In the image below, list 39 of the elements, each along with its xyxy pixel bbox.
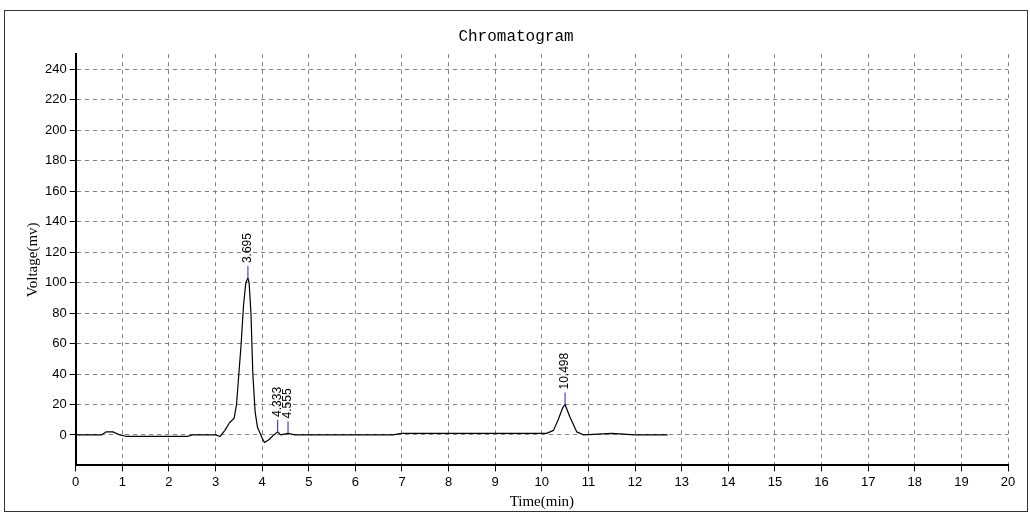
x-tick-label: 17 [860,473,876,489]
y-tick-label: 40 [52,365,67,381]
x-tick-label: 1 [118,473,126,489]
x-tick-label: 0 [72,473,80,489]
x-axis-title: Time(min) [509,492,575,510]
y-tick-label: 220 [44,91,67,107]
x-tick-label: 6 [351,473,359,489]
x-tick-label: 4 [258,473,266,489]
y-tick-label: 120 [44,243,67,259]
x-tick-label: 19 [954,473,969,489]
y-tick-label: 240 [44,61,67,77]
x-tick-label: 13 [674,473,689,489]
x-tick-label: 10 [534,473,550,489]
y-tick-label: 60 [52,335,67,351]
x-tick-label: 7 [398,473,406,489]
y-axis-title: Voltage(mv) [23,222,41,298]
x-tick-label: 3 [211,473,220,489]
x-tick-label: 14 [721,473,736,489]
y-tick-label: 140 [44,213,67,229]
annotation: 3.695 [240,232,255,264]
y-tick-label: 160 [44,182,67,198]
annotation: 10.498 [557,352,572,390]
x-tick-label: 5 [305,473,313,489]
x-tick-label: 11 [581,473,596,489]
y-tick-label: 0 [59,426,67,442]
x-tick-label: 20 [1000,473,1016,489]
y-tick-label: 200 [44,121,67,137]
x-tick-label: 18 [907,473,922,489]
x-tick-label: 9 [491,473,499,489]
x-tick-label: 16 [814,473,829,489]
chart-title: Chromatogram [458,27,574,46]
y-tick-label: 20 [52,396,67,412]
x-tick-label: 15 [767,473,783,489]
y-tick-label: 180 [44,152,67,168]
x-tick-label: 8 [445,473,453,489]
x-tick-label: 2 [165,473,173,489]
y-tick-label: 100 [44,274,67,290]
x-tick-label: 12 [627,473,643,489]
y-tick-label: 80 [52,304,67,320]
